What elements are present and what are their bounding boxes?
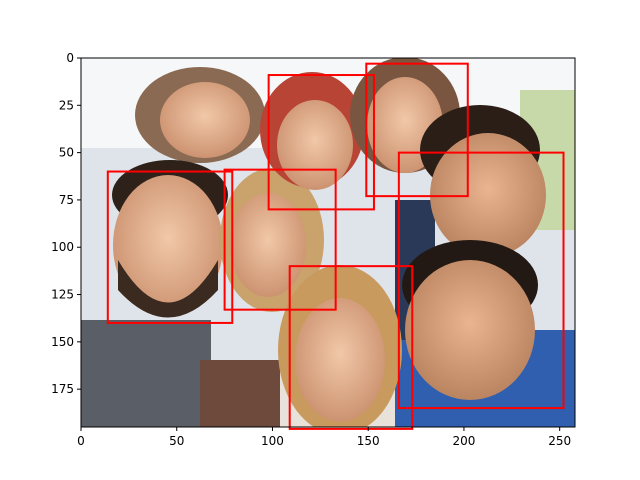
face-shape <box>277 100 353 190</box>
face-bounding-box <box>223 168 337 311</box>
x-axis-ticks: 0 50 100 150 200 250 <box>77 427 571 448</box>
face-shape <box>405 260 535 400</box>
x-tick-label: 50 <box>169 434 184 448</box>
face-shape <box>160 82 250 158</box>
y-tick-label: 0 <box>66 51 74 65</box>
y-tick-label: 50 <box>59 146 74 160</box>
group-selfie-photo <box>81 58 575 427</box>
face-bounding-box <box>106 170 234 324</box>
y-tick-label: 150 <box>51 335 74 349</box>
face-bounding-box <box>397 151 565 410</box>
axes-frame <box>80 57 576 428</box>
face-shape <box>295 298 385 422</box>
beard-shape <box>118 260 218 318</box>
face-shape <box>430 133 546 257</box>
y-axis-ticks: 0 25 50 75 100 125 150 175 <box>51 51 81 396</box>
x-tick-label: 100 <box>261 434 284 448</box>
x-tick-label: 150 <box>357 434 380 448</box>
face-bounding-box <box>288 265 414 430</box>
y-tick-label: 100 <box>51 240 74 254</box>
x-tick-label: 0 <box>77 434 85 448</box>
face-shape <box>113 175 223 315</box>
face-shape <box>230 193 306 297</box>
face-bounding-box <box>267 74 375 211</box>
bounding-boxes <box>106 62 565 430</box>
face-bounding-box <box>365 62 469 198</box>
y-tick-label: 125 <box>51 288 74 302</box>
y-tick-label: 75 <box>59 193 74 207</box>
x-tick-label: 250 <box>548 434 571 448</box>
x-tick-label: 200 <box>452 434 475 448</box>
y-tick-label: 175 <box>51 382 74 396</box>
y-tick-label: 25 <box>59 98 74 112</box>
